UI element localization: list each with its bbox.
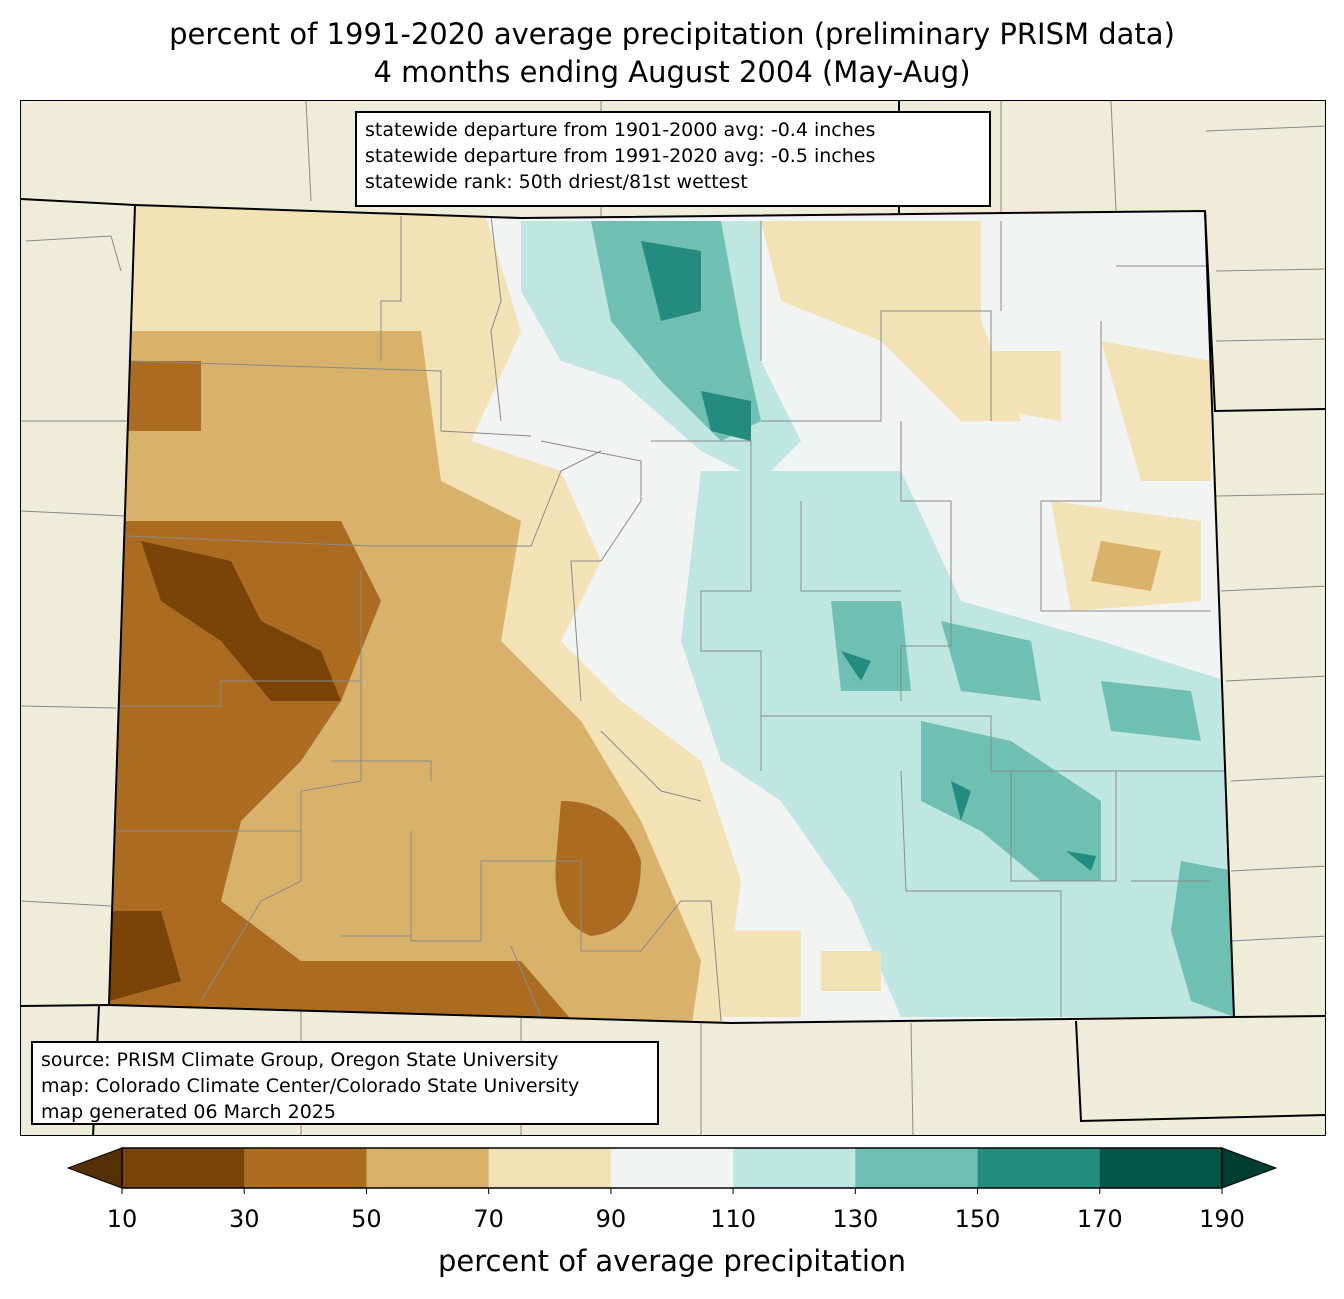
map-subtitle: 4 months ending August 2004 (May-Aug)	[373, 55, 971, 89]
stats-line-1901-2000: statewide departure from 1901-2000 avg: …	[365, 119, 876, 141]
statewide-stats-box: statewide departure from 1901-2000 avg: …	[355, 111, 991, 207]
precipitation-fields	[109, 205, 1234, 1023]
colorbar-tick-label: 50	[351, 1205, 382, 1233]
colorbar-tick-label: 30	[228, 1205, 260, 1233]
stats-line-rank: statewide rank: 50th driest/81st wettest	[365, 171, 748, 193]
credit-source: source: PRISM Climate Group, Oregon Stat…	[41, 1049, 559, 1071]
map-frame	[20, 100, 1326, 1136]
credit-map: map: Colorado Climate Center/Colorado St…	[41, 1075, 580, 1097]
county-lines	[111, 215, 1226, 1022]
colorbar-segment	[488, 1148, 612, 1188]
colorbar-tick-label: 90	[595, 1205, 627, 1233]
colorbar-over-arrow	[1221, 1147, 1278, 1189]
colorbar	[66, 1147, 1278, 1194]
colorbar-under-arrow	[66, 1147, 123, 1189]
colorbar-segment	[977, 1148, 1101, 1188]
credits-box: source: PRISM Climate Group, Oregon Stat…	[31, 1041, 659, 1125]
colorbar-tick-label: 70	[473, 1205, 504, 1233]
colorbar-segment	[122, 1148, 245, 1188]
colorbar-segment	[244, 1148, 367, 1188]
colorbar-label: percent of average precipitation	[437, 1244, 907, 1278]
colorbar-segment	[1099, 1148, 1223, 1188]
colorbar-tick-label: 190	[1199, 1205, 1245, 1233]
colorbar-segment	[733, 1148, 856, 1188]
stats-line-1991-2020: statewide departure from 1991-2020 avg: …	[365, 145, 876, 167]
colorbar-tick-label: 130	[832, 1205, 879, 1233]
colorbar-segment	[610, 1148, 734, 1188]
precipitation-map	[21, 101, 1325, 1135]
credit-generated: map generated 06 March 2025	[41, 1101, 336, 1123]
colorbar-tick-label: 10	[106, 1205, 138, 1233]
colorbar-segment	[855, 1148, 979, 1188]
map-title: percent of 1991-2020 average precipitati…	[169, 17, 1175, 51]
colorbar-border	[121, 1147, 1223, 1189]
colorbar-tick-label: 150	[954, 1205, 1001, 1233]
colorbar-tick-label: 110	[710, 1205, 757, 1233]
colorbar-segment	[366, 1148, 490, 1188]
colorbar-tick-label: 170	[1076, 1205, 1123, 1233]
